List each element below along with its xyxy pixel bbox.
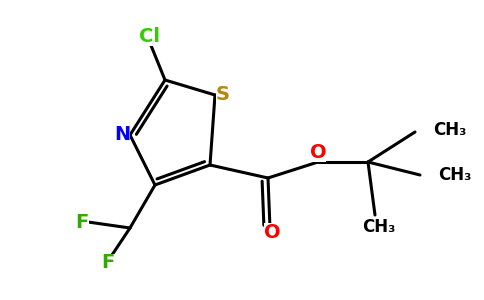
Text: CH₃: CH₃ — [433, 121, 467, 139]
Text: O: O — [264, 223, 280, 242]
Text: O: O — [310, 142, 326, 161]
Text: S: S — [216, 85, 230, 104]
Text: Cl: Cl — [139, 26, 161, 46]
Text: CH₃: CH₃ — [363, 218, 396, 236]
Text: F: F — [76, 212, 89, 232]
Text: CH₃: CH₃ — [438, 166, 471, 184]
Text: N: N — [114, 125, 130, 145]
Text: F: F — [101, 254, 115, 272]
